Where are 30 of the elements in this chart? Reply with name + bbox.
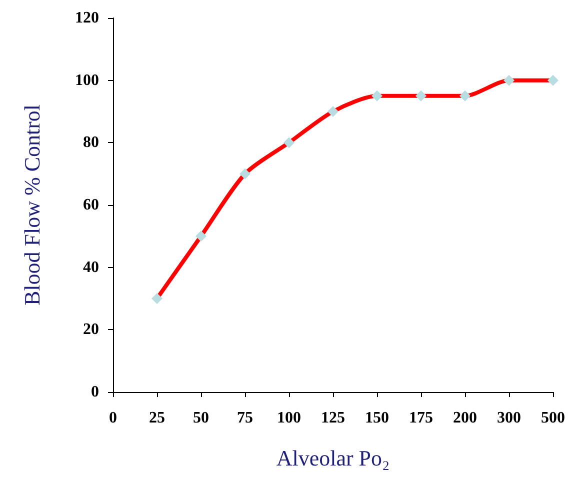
x-tick-label: 200	[453, 410, 477, 426]
x-tick-label: 50	[193, 410, 209, 426]
point	[460, 90, 470, 102]
x-tick-label: 175	[409, 410, 433, 426]
x-tick-label: 25	[149, 410, 165, 426]
point	[372, 90, 382, 102]
x-axis-title: Alveolar Po₂	[276, 446, 390, 470]
x-tick-label: 125	[321, 410, 345, 426]
x-tick-label: 0	[109, 410, 117, 426]
y-tick-label: 40	[83, 258, 99, 276]
point	[152, 293, 162, 304]
y-tick-label: 80	[83, 134, 99, 152]
x-tick-label: 75	[237, 410, 253, 426]
x-tick-label: 100	[277, 410, 301, 426]
point	[328, 106, 338, 117]
y-tick-label: 0	[91, 384, 99, 400]
y-tick-label: 20	[83, 321, 99, 338]
y-tick-label: 100	[75, 72, 99, 89]
y-tick-label: 120	[75, 10, 99, 26]
point	[548, 74, 558, 86]
x-tick-label: 500	[541, 410, 565, 426]
y-tick-label: 60	[83, 196, 99, 214]
point	[504, 74, 514, 86]
x-tick-label: 300	[497, 410, 521, 426]
point	[284, 137, 294, 148]
y-axis-title: Blood Flow % Control	[20, 104, 44, 306]
point	[416, 90, 426, 102]
point	[240, 168, 250, 180]
point	[196, 230, 206, 242]
x-tick-label: 150	[365, 410, 389, 426]
